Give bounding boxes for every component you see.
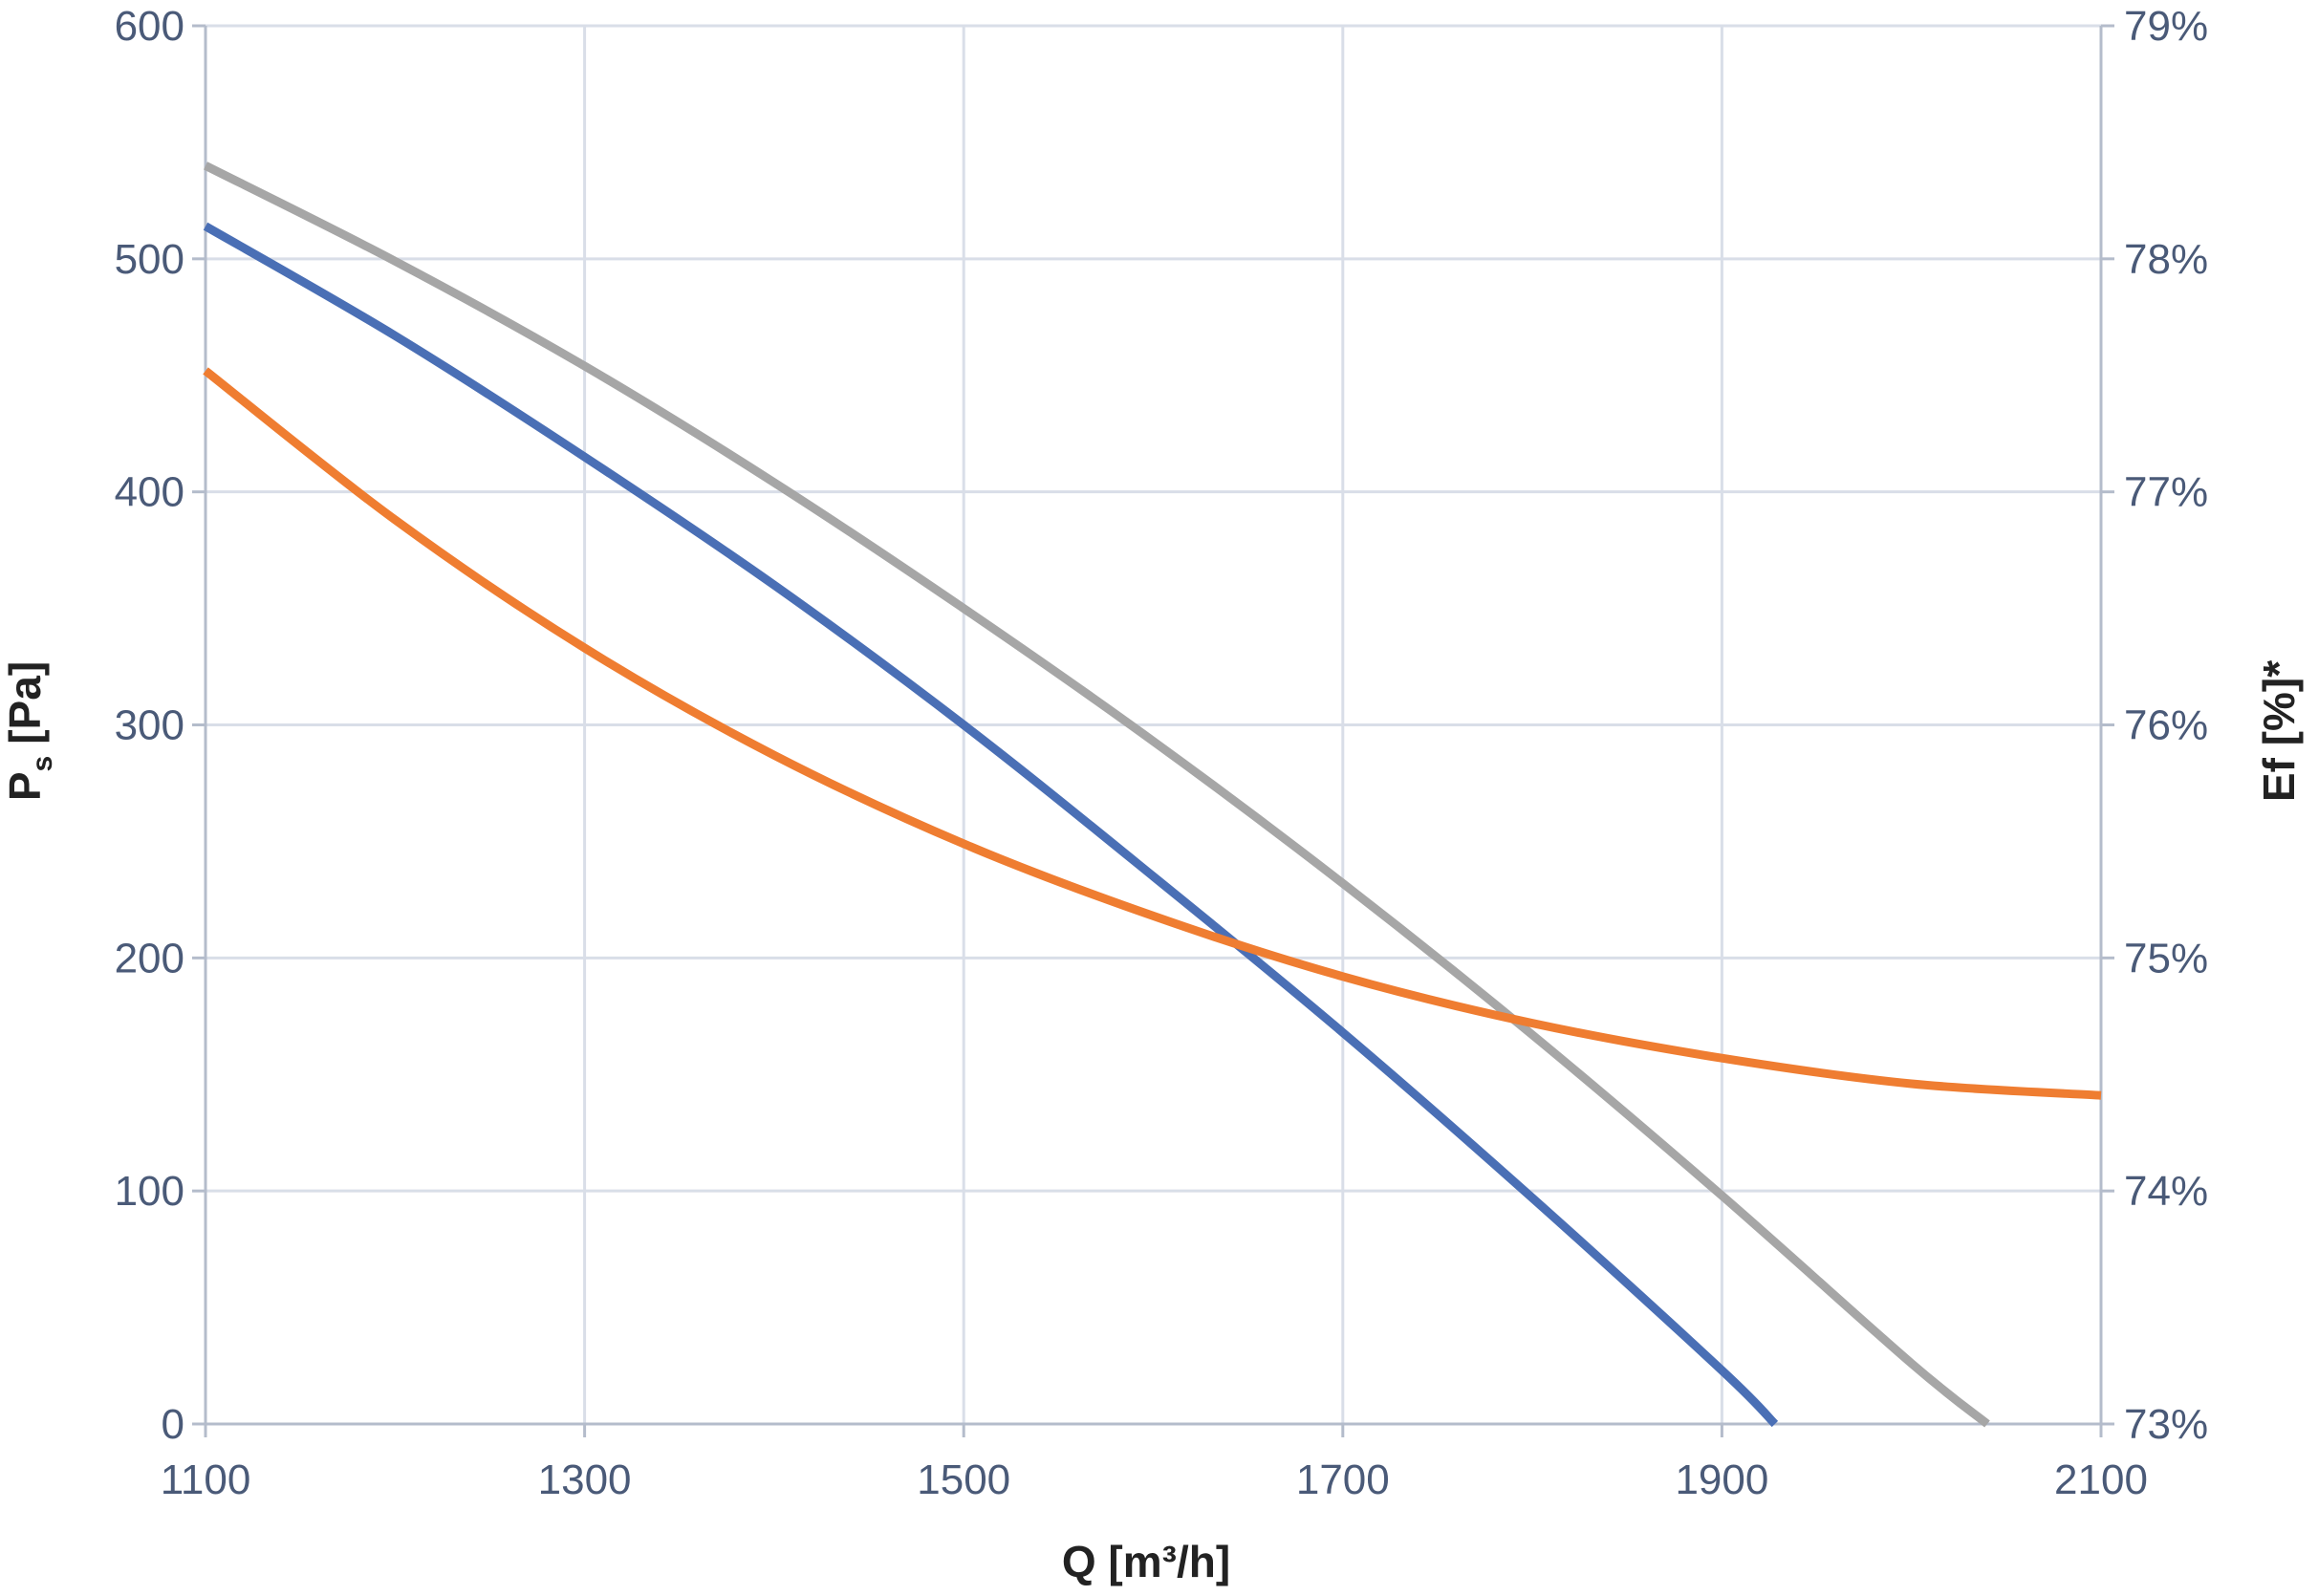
y-tick-label: 300 bbox=[115, 702, 184, 749]
y-axis-title-main: P bbox=[0, 771, 50, 801]
series-line-orange bbox=[203, 367, 2102, 1100]
x-tick-label: 1700 bbox=[1296, 1456, 1390, 1503]
y2-tick-label: 79% bbox=[2124, 3, 2208, 50]
y2-tick-label: 73% bbox=[2124, 1401, 2208, 1448]
y2-axis-title: Ef [%]* bbox=[2254, 660, 2304, 802]
x-tick-label: 2100 bbox=[2054, 1456, 2148, 1503]
y-tick-label: 500 bbox=[115, 236, 184, 283]
axes bbox=[192, 24, 2114, 1437]
x-tick-label: 1900 bbox=[1675, 1456, 1768, 1503]
y-tick-label: 0 bbox=[162, 1401, 184, 1448]
series-line-gray bbox=[203, 162, 1990, 1428]
x-tick-label: 1300 bbox=[538, 1456, 632, 1503]
svg-text:Ps[Pa]: Ps [Pa] bbox=[0, 661, 58, 801]
y-tick-label: 400 bbox=[115, 469, 184, 516]
series-lines bbox=[203, 162, 2102, 1428]
y2-tick-label: 77% bbox=[2124, 469, 2208, 516]
y2-tick-label: 76% bbox=[2124, 702, 2208, 749]
x-tick-label: 1100 bbox=[161, 1456, 251, 1503]
y2-tick-label: 75% bbox=[2124, 935, 2208, 981]
x-axis-title: Q [m³/h] bbox=[1062, 1537, 1230, 1586]
y-tick-label: 200 bbox=[115, 935, 184, 981]
x-tick-label: 1500 bbox=[917, 1456, 1010, 1503]
tick-labels: 0 100 200 300 400 500 600 73% 74% 75% 76% 77% 78% 79%… bbox=[115, 3, 2209, 1503]
series-line-blue bbox=[203, 222, 1779, 1428]
y-tick-label: 100 bbox=[115, 1168, 184, 1215]
grid-lines bbox=[204, 24, 2103, 1426]
y2-tick-label: 74% bbox=[2124, 1168, 2208, 1215]
y2-tick-label: 78% bbox=[2124, 236, 2208, 283]
y-axis-title: Ps [Pa] bbox=[0, 661, 58, 801]
y-axis-title-unit: [Pa] bbox=[0, 661, 50, 744]
y-tick-label: 600 bbox=[115, 3, 184, 50]
y-axis-title-subscript: s bbox=[27, 756, 58, 772]
